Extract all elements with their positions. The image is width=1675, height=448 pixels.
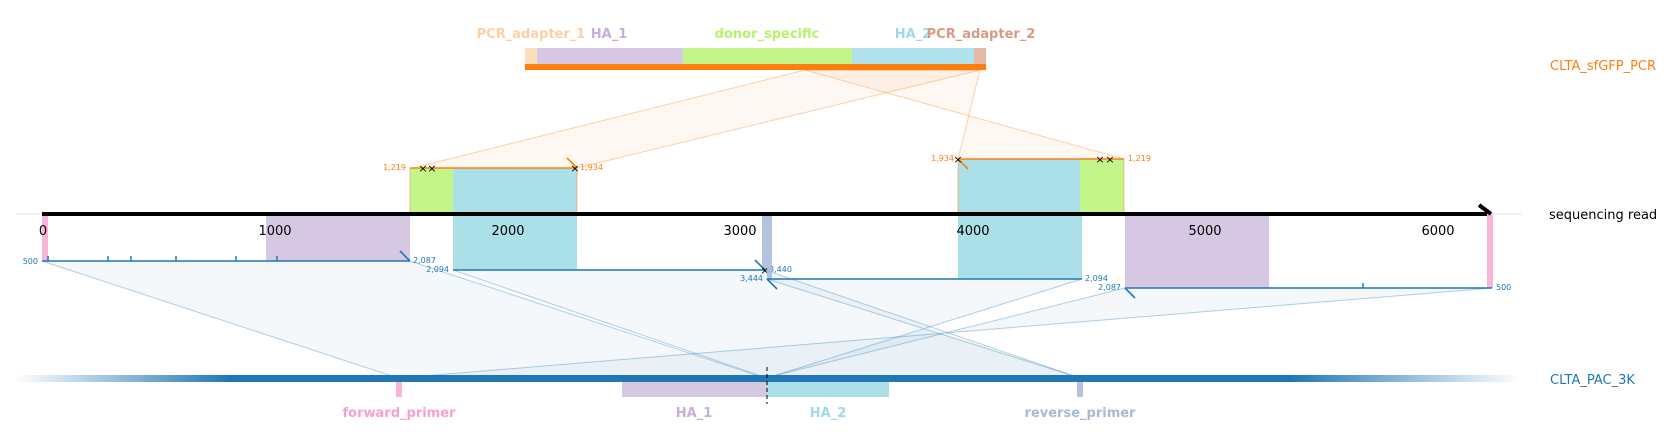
feature-ha-2-top	[852, 48, 974, 64]
read-tick-4000: 4000	[956, 224, 989, 239]
top-alignments: × × × 1,219 1,934 × × × 1,934 1,219	[383, 153, 1151, 214]
align-tl-mismatch-3: ×	[570, 162, 579, 175]
top-connectors	[412, 69, 1125, 169]
align-tl-start-label: 1,219	[383, 163, 406, 172]
top-target-name: CLTA_sfGFP_PCR	[1550, 59, 1656, 74]
read-tick-1000: 1000	[258, 224, 291, 239]
sequencing-read: sequencing read 0 1000 2000 3000 4000 50…	[15, 203, 1657, 239]
feature-label-ha-2-bottom: HA_2	[810, 406, 847, 421]
align-tl-mismatch-2: ×	[427, 162, 436, 175]
align-tr-donor	[1080, 159, 1124, 214]
align-b4-primer	[1487, 214, 1493, 288]
feature-label-forward-primer: forward_primer	[343, 406, 457, 421]
align-b3-start-label: 3,444	[740, 274, 763, 283]
align-tr-mismatch-2: ×	[1095, 153, 1104, 166]
align-tr-start-hook	[957, 158, 969, 170]
read-name: sequencing read	[1549, 208, 1657, 223]
feature-donor-specific	[683, 48, 852, 64]
feature-forward-primer	[396, 382, 402, 397]
bottom-target-name: CLTA_PAC_3K	[1550, 373, 1635, 388]
align-tl-end-label: 1,934	[580, 163, 603, 172]
feature-pcr-adapter-2	[974, 48, 986, 64]
bottom-fade-left	[15, 375, 230, 382]
align-tl-end-hook	[566, 157, 578, 169]
bottom-target-bar	[230, 375, 1290, 382]
align-b2-start-label: 2,094	[426, 265, 449, 274]
feature-reverse-primer	[1077, 382, 1083, 397]
align-tl-ha2	[453, 168, 577, 214]
align-b1-ha1	[266, 214, 410, 261]
read-tick-3000: 3000	[723, 224, 756, 239]
align-b1-primer	[42, 214, 48, 261]
align-b3-ha2	[958, 214, 1082, 279]
feature-ha-1-top	[537, 48, 683, 64]
feature-label-pcr-adapter-1: PCR_adapter_1	[477, 27, 586, 42]
bottom-alignments: 500 2,087 × 2,094 3,440 3,444 2,094 2,08…	[23, 214, 1511, 299]
top-target-bar	[525, 64, 986, 70]
align-b4-ha1	[1125, 214, 1269, 288]
align-b2-end-label: 3,440	[769, 265, 792, 274]
read-tick-2000: 2000	[491, 224, 524, 239]
align-b4-end-label: 500	[1496, 283, 1511, 292]
top-connector-right	[804, 69, 1125, 160]
align-b4-start-hook	[1124, 287, 1136, 299]
feature-ha-1-bottom	[622, 382, 767, 397]
align-b1-start-label: 500	[23, 257, 38, 266]
feature-label-reverse-primer: reverse_primer	[1025, 406, 1137, 421]
align-b1-end-label: 2,087	[413, 256, 436, 265]
align-b4-start-label: 2,087	[1098, 283, 1121, 292]
bottom-fade-right	[1290, 375, 1520, 382]
align-b2-ha2	[453, 214, 577, 270]
align-tr-start-label: 1,934	[931, 154, 954, 163]
feature-label-pcr-adapter-2: PCR_adapter_2	[927, 27, 1036, 42]
feature-label-donor-specific: donor_specific	[715, 27, 820, 42]
feature-label-ha-2-top: HA_2	[895, 27, 932, 42]
align-b2-end-hook	[754, 259, 766, 271]
align-tl-mismatch-1: ×	[418, 162, 427, 175]
feature-label-ha-1-top: HA_1	[591, 27, 628, 42]
align-b2-mismatch: ×	[760, 264, 769, 277]
align-tr-ha2	[958, 159, 1080, 214]
align-b3-end-label: 2,094	[1085, 274, 1108, 283]
read-tick-5000: 5000	[1188, 224, 1221, 239]
feature-ha-2-bottom	[767, 382, 889, 397]
align-tr-mismatch-3: ×	[1105, 153, 1114, 166]
align-b2-primer	[762, 214, 767, 270]
top-target: PCR_adapter_1 HA_1 donor_specific HA_2 P…	[477, 27, 1656, 74]
feature-pcr-adapter-1	[525, 48, 537, 64]
read-tick-6000: 6000	[1421, 224, 1454, 239]
align-b3-primer	[767, 214, 772, 279]
bottom-target: forward_primer HA_1 HA_2 reverse_primer …	[15, 367, 1635, 421]
feature-label-ha-1-bottom: HA_1	[676, 406, 713, 421]
read-ticks: 0 1000 2000 3000 4000 5000 6000	[39, 224, 1455, 239]
read-arrowhead	[1477, 203, 1493, 216]
read-tick-0: 0	[39, 224, 47, 239]
align-b3-start-hook	[766, 278, 778, 290]
align-tr-end-label: 1,219	[1128, 154, 1151, 163]
align-tr-mismatch-1: ×	[953, 153, 962, 166]
align-tl-donor	[410, 168, 453, 214]
align-b1-end-hook	[399, 250, 411, 262]
